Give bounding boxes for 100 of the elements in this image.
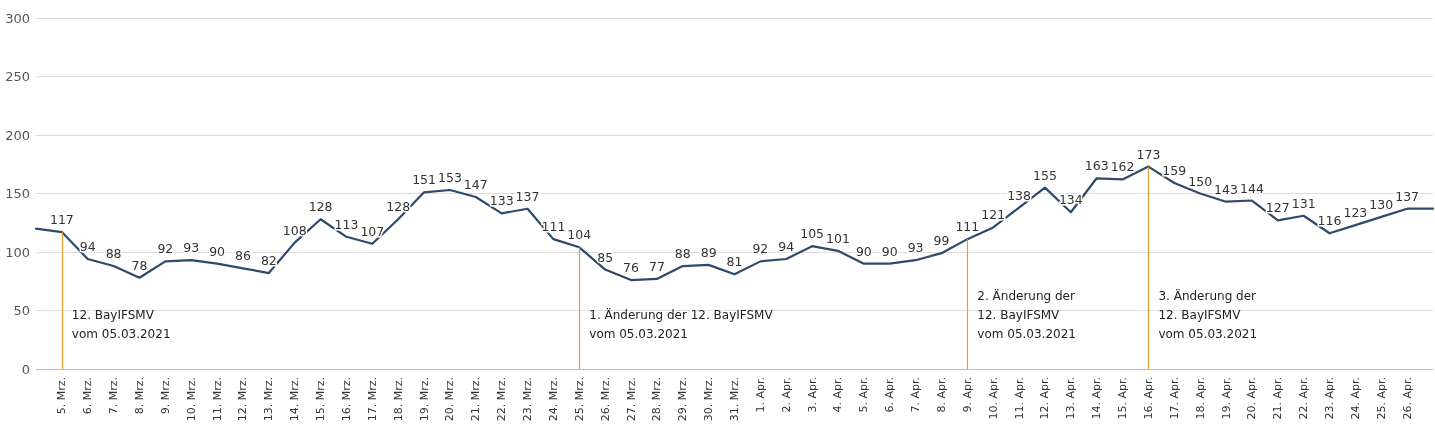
data-label: 88 [674, 246, 691, 262]
data-label: 162 [1110, 159, 1135, 175]
y-tick-label: 300 [5, 10, 30, 26]
x-tick-label: 23. Apr. [1323, 377, 1337, 420]
y-tick-label: 200 [5, 127, 30, 143]
x-tick-label: 27. Mrz. [624, 377, 638, 422]
x-tick-label: 19. Mrz. [417, 377, 431, 422]
x-tick-label: 11. Mrz. [210, 377, 224, 422]
data-label: 133 [489, 193, 514, 209]
data-label: 90 [209, 243, 226, 259]
y-tick-label: 250 [5, 69, 30, 84]
ref-line-label: 1. Änderung der 12. BayIFSMV vom 05.03.2021 [589, 306, 774, 341]
data-label: 76 [623, 260, 640, 276]
x-tick-label: 17. Apr. [1167, 377, 1181, 420]
data-label: 82 [260, 253, 277, 269]
x-tick-label: 17. Mrz. [365, 377, 379, 422]
data-label: 144 [1239, 180, 1264, 196]
x-tick-label: 6. Mrz. [81, 377, 95, 415]
x-tick-label: 21. Apr. [1271, 377, 1285, 420]
x-tick-label: 26. Mrz. [598, 377, 612, 422]
data-label: 93 [907, 240, 924, 256]
x-tick-label: 9. Mrz. [158, 377, 172, 415]
x-tick-label: 21. Mrz. [469, 377, 483, 422]
x-tick-label: 13. Apr. [1064, 377, 1078, 420]
data-label: 107 [360, 223, 385, 239]
x-tick-label: 11. Apr. [1012, 377, 1026, 420]
data-label: 111 [541, 219, 566, 235]
y-tick-label: 100 [5, 244, 30, 260]
data-label: 105 [800, 226, 825, 242]
x-tick-label: 14. Apr. [1090, 377, 1104, 420]
data-label: 123 [1343, 205, 1368, 221]
x-tick-label: 22. Mrz. [495, 377, 509, 422]
x-tick-label: 24. Apr. [1348, 377, 1362, 420]
data-label: 151 [412, 172, 436, 188]
data-label: 150 [1188, 173, 1213, 189]
x-tick-label: 6. Apr. [883, 377, 897, 413]
data-label: 159 [1162, 162, 1187, 178]
ref-line-label: 12. BayIFSMV vom 05.03.2021 [71, 307, 171, 341]
data-label: 128 [386, 199, 411, 215]
data-label: 153 [438, 169, 462, 185]
x-tick-label: 2. Apr. [779, 377, 793, 413]
x-tick-label: 20. Mrz. [443, 377, 457, 422]
x-tick-label: 8. Apr. [934, 377, 948, 413]
x-tick-label: 30. Mrz. [702, 377, 716, 422]
data-label: 111 [955, 219, 980, 235]
data-label: 104 [567, 227, 592, 243]
data-label: 143 [1214, 181, 1238, 197]
y-tick-label: 0 [21, 361, 30, 377]
data-label: 99 [933, 233, 950, 249]
data-label: 131 [1291, 195, 1316, 211]
data-label: 173 [1136, 146, 1161, 162]
data-label: 92 [157, 241, 174, 257]
data-label: 155 [1033, 167, 1057, 183]
data-label: 78 [131, 257, 148, 273]
data-label: 81 [726, 254, 743, 270]
x-tick-label: 29. Mrz. [676, 377, 690, 422]
data-label: 128 [308, 199, 333, 215]
data-label: 89 [700, 244, 717, 260]
data-label: 137 [515, 188, 540, 204]
data-label: 116 [1317, 213, 1342, 229]
data-label: 94 [79, 239, 96, 255]
x-tick-label: 26. Apr. [1400, 377, 1414, 420]
y-tick-label: 50 [13, 303, 30, 318]
ref-line-label: 2. Änderung der 12. BayIFSMV vom 05.03.2021 [977, 287, 1076, 341]
x-tick-label: 4. Apr. [831, 377, 845, 413]
x-tick-label: 23. Mrz. [521, 377, 535, 422]
data-label: 163 [1084, 158, 1109, 174]
x-tick-label: 22. Apr. [1297, 377, 1311, 420]
x-tick-label: 25. Mrz. [572, 377, 586, 422]
data-label: 85 [597, 249, 614, 265]
x-tick-label: 3. Apr. [805, 377, 819, 413]
x-tick-label: 10. Apr. [986, 377, 1000, 420]
x-tick-label: 16. Apr. [1141, 377, 1155, 420]
x-tick-label: 15. Apr. [1116, 377, 1130, 420]
x-tick-label: 16. Mrz. [339, 377, 353, 422]
data-label: 90 [881, 243, 898, 259]
data-label: 147 [463, 177, 488, 193]
x-tick-label: 28. Mrz. [650, 377, 664, 422]
x-tick-label: 12. Apr. [1038, 377, 1052, 420]
x-tick-label: 31. Mrz. [728, 377, 741, 422]
data-label: 138 [1007, 187, 1032, 203]
data-label: 93 [183, 240, 200, 256]
data-label: 117 [49, 212, 74, 228]
x-tick-label: 24. Mrz. [546, 377, 560, 422]
data-label: 113 [334, 216, 359, 232]
x-tick-label: 15. Mrz. [314, 377, 328, 422]
data-label: 90 [855, 243, 872, 259]
x-tick-label: 25. Apr. [1374, 377, 1388, 420]
data-label: 77 [648, 258, 665, 274]
data-label: 94 [778, 239, 795, 255]
x-tick-label: 9. Apr. [960, 377, 974, 413]
x-tick-label: 20. Apr. [1245, 377, 1259, 420]
x-tick-label: 14. Mrz. [288, 377, 302, 422]
data-label: 88 [105, 246, 122, 262]
data-label: 121 [981, 207, 1006, 223]
data-label: 137 [1395, 188, 1420, 204]
x-tick-label: 7. Apr. [909, 377, 923, 413]
data-label: 130 [1369, 196, 1394, 212]
x-tick-label: 5. Mrz. [55, 377, 69, 415]
ref-line-label: 3. Änderung der 12. BayIFSMV vom 05.03.2021 [1158, 287, 1258, 341]
